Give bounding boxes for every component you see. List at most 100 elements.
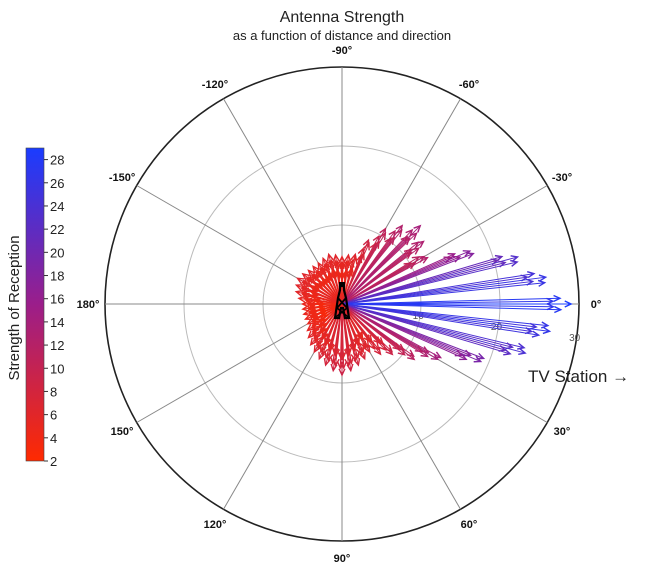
reception-vector-head: [332, 347, 340, 357]
reception-vector: [341, 243, 370, 305]
reception-vector-head: [312, 273, 321, 282]
reception-vector: [341, 261, 350, 305]
reception-vector-head: [301, 272, 310, 281]
reception-vector-head: [387, 236, 396, 245]
reception-vector: [341, 232, 417, 305]
reception-vector-head: [373, 347, 382, 356]
angle-label: -60°: [459, 79, 479, 91]
colorbar-tick-label: 14: [50, 315, 64, 330]
angle-label: 120°: [204, 519, 227, 531]
reception-vector-head: [323, 358, 331, 367]
radial-tick-label: 30: [569, 333, 581, 344]
reception-vector-head: [344, 253, 352, 262]
reception-vector-head: [306, 323, 315, 332]
reception-vector: [341, 303, 405, 356]
reception-vector-head: [538, 274, 548, 282]
reception-vector-head: [294, 289, 304, 297]
radial-tick-label: 20: [491, 322, 503, 333]
reception-vector-head: [348, 343, 356, 352]
colorbar-tick-label: 26: [50, 176, 64, 191]
reception-vector-head: [358, 251, 365, 261]
reception-vector-head: [473, 355, 483, 363]
reception-vector: [339, 303, 343, 368]
colorbar-tick-label: 24: [50, 199, 64, 214]
colorbar-gradient: [25, 147, 45, 462]
colorbar-tick-label: 22: [50, 222, 64, 237]
reception-vector: [303, 280, 343, 305]
reception-vector-head: [343, 348, 351, 358]
reception-vector: [341, 257, 357, 305]
reception-vector-head: [346, 356, 354, 365]
reception-vector-head: [385, 347, 394, 356]
colorbar-tick-label: 6: [50, 408, 57, 423]
reception-vector-head: [355, 347, 363, 356]
reception-vector-head: [363, 241, 370, 251]
colorbar-tick-label: 28: [50, 153, 64, 168]
reception-vector-head: [554, 305, 563, 314]
reception-vector-head: [318, 351, 325, 361]
angle-label: 30°: [554, 426, 571, 438]
reception-vector-head: [355, 331, 363, 341]
reception-vector-head: [357, 344, 365, 354]
reception-vector-head: [363, 344, 371, 354]
reception-vector-head: [368, 341, 376, 351]
transmission-tower-icon: [333, 282, 351, 320]
reception-vector-head: [466, 252, 475, 260]
reception-vector-head: [518, 348, 527, 355]
colorbar-tick-label: 2: [50, 454, 57, 469]
reception-vector-head: [553, 294, 562, 303]
reception-vector-head: [352, 350, 360, 360]
reception-vector-head: [537, 279, 547, 287]
angle-label: 60°: [461, 519, 478, 531]
reception-vector-head: [326, 252, 334, 262]
reception-vector-head: [327, 342, 335, 351]
angle-label: 180°: [77, 299, 100, 311]
angle-label: -30°: [552, 172, 572, 184]
reception-vector-head: [462, 250, 472, 257]
reception-vector-head: [324, 336, 331, 346]
reception-vector: [341, 303, 539, 336]
reception-vector-head: [359, 351, 366, 361]
reception-vector-head: [529, 322, 538, 330]
reception-vector: [302, 285, 343, 305]
colorbar-tick-label: 8: [50, 384, 57, 399]
reception-vector-head: [517, 342, 526, 350]
reception-vector-head: [297, 295, 306, 303]
reception-vector: [341, 303, 428, 357]
reception-vector-head: [378, 342, 387, 352]
reception-vector: [331, 260, 343, 305]
colorbar-tick-label: 16: [50, 292, 64, 307]
colorbar-tick-label: 10: [50, 361, 64, 376]
reception-vector: [320, 303, 343, 352]
reception-vector: [341, 303, 349, 366]
reception-vector-head: [397, 348, 406, 356]
reception-vector: [341, 303, 467, 360]
angle-label: -90°: [332, 45, 352, 57]
colorbar-tick-label: 4: [50, 431, 57, 446]
reception-vector-head: [510, 255, 520, 263]
colorbar-tick-label: 18: [50, 269, 64, 284]
angle-labels: 0° 30° 60° 90° 120° 150° 180° -150° -120° -90° -60…: [77, 45, 602, 565]
reception-vector-head: [353, 358, 361, 367]
reception-vector-head: [407, 352, 416, 361]
reception-vector-head: [350, 353, 358, 362]
reception-vector: [341, 261, 518, 305]
reception-vector: [341, 303, 362, 355]
reception-vector: [341, 303, 561, 311]
reception-vector-head: [411, 247, 421, 255]
reception-vector-head: [296, 277, 305, 285]
reception-vector-head: [363, 334, 371, 343]
reception-vector-head: [301, 304, 310, 312]
reception-vector: [302, 291, 343, 305]
reception-vector: [341, 230, 403, 305]
reception-vector-head: [321, 330, 329, 340]
reception-vector-head: [421, 346, 430, 354]
reception-vector-head: [307, 330, 316, 339]
angle-label: 150°: [111, 426, 134, 438]
reception-vector-head: [542, 326, 552, 335]
reception-vector-head: [407, 262, 417, 270]
reception-vector-head: [324, 350, 332, 360]
angle-label: 0°: [591, 299, 602, 311]
reception-vector-head: [503, 348, 512, 356]
